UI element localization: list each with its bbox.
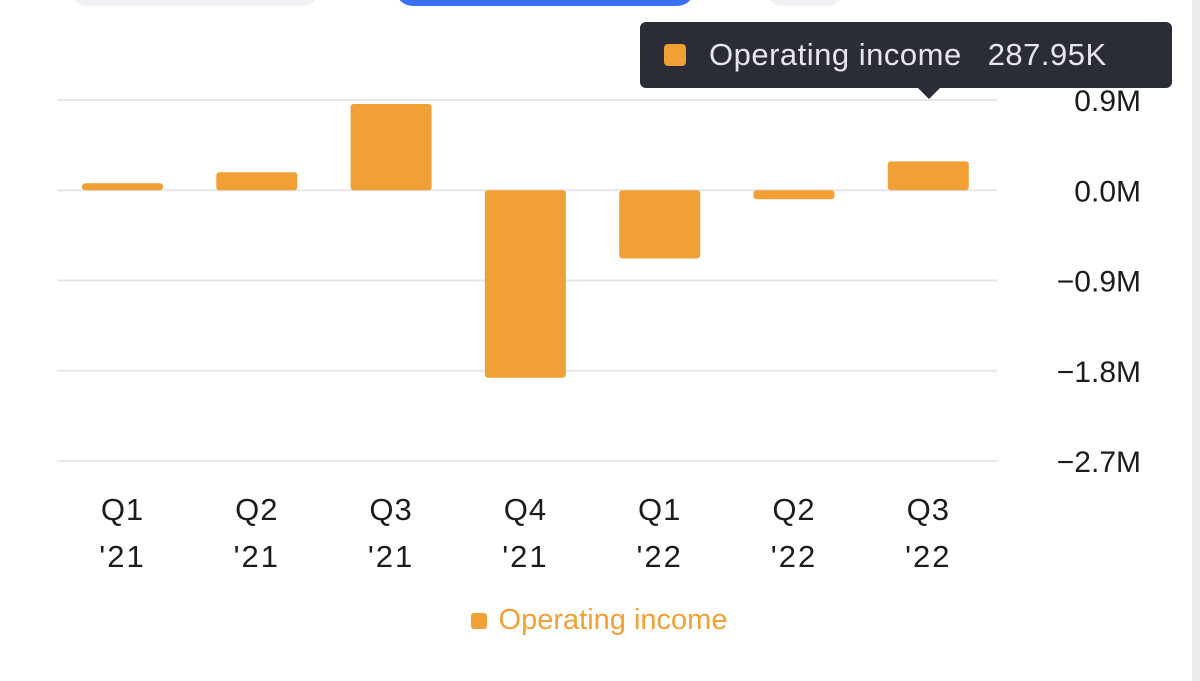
y-tick-label: −0.9M bbox=[1057, 266, 1141, 299]
x-tick-label-quarter: Q1 bbox=[101, 492, 144, 527]
x-tick-label-year: '22 bbox=[771, 539, 817, 574]
y-tick-label: −2.7M bbox=[1057, 446, 1141, 479]
chart-legend: Operating income bbox=[0, 604, 1200, 637]
y-tick-label: 0.9M bbox=[1074, 85, 1141, 118]
bar-1[interactable] bbox=[216, 172, 298, 191]
x-tick-label-year: '21 bbox=[502, 539, 548, 574]
y-tick-label: 0.0M bbox=[1074, 175, 1141, 208]
filter-tab-selected[interactable] bbox=[395, 0, 695, 6]
bar-4[interactable] bbox=[619, 190, 701, 259]
x-tick-label-year: '21 bbox=[368, 539, 414, 574]
chart-tooltip: Operating income 287.95K bbox=[640, 22, 1172, 99]
bar-5[interactable] bbox=[753, 190, 835, 200]
x-tick-label-quarter: Q3 bbox=[369, 492, 412, 527]
x-tick-label-quarter: Q2 bbox=[235, 492, 278, 527]
legend-item[interactable]: Operating income bbox=[470, 604, 728, 637]
filter-tab-right[interactable] bbox=[765, 0, 845, 6]
bar-2[interactable] bbox=[350, 104, 432, 191]
bar-3[interactable] bbox=[484, 190, 566, 378]
x-tick-label-quarter: Q1 bbox=[638, 492, 681, 527]
x-tick-label-year: '22 bbox=[905, 539, 951, 574]
bars[interactable] bbox=[82, 104, 969, 378]
square-swatch-icon bbox=[664, 44, 686, 66]
square-swatch-icon bbox=[470, 612, 487, 629]
bar-0[interactable] bbox=[82, 183, 163, 191]
bar-6[interactable] bbox=[887, 161, 969, 191]
y-axis-ticks: 0.9M 0.0M −0.9M −1.8M −2.7M bbox=[1057, 85, 1141, 479]
x-axis-ticks: Q1 '21 Q2 '21 Q3 '21 Q4 '21 Q1 '22 Q2 '22 Q3 '22 bbox=[99, 492, 951, 574]
tooltip-value: 287.95K bbox=[987, 37, 1107, 72]
x-tick-label-year: '22 bbox=[636, 539, 682, 574]
legend-label: Operating income bbox=[498, 604, 728, 636]
screen-edge bbox=[1192, 0, 1200, 681]
tooltip-series-label: Operating income bbox=[709, 37, 962, 72]
y-tick-label: −1.8M bbox=[1057, 356, 1141, 389]
x-tick-label-quarter: Q3 bbox=[907, 492, 950, 527]
x-tick-label-quarter: Q2 bbox=[772, 492, 815, 527]
filter-tab-left[interactable] bbox=[70, 0, 320, 6]
x-tick-label-year: '21 bbox=[234, 539, 280, 574]
x-tick-label-year: '21 bbox=[99, 539, 145, 574]
x-tick-label-quarter: Q4 bbox=[504, 492, 547, 527]
